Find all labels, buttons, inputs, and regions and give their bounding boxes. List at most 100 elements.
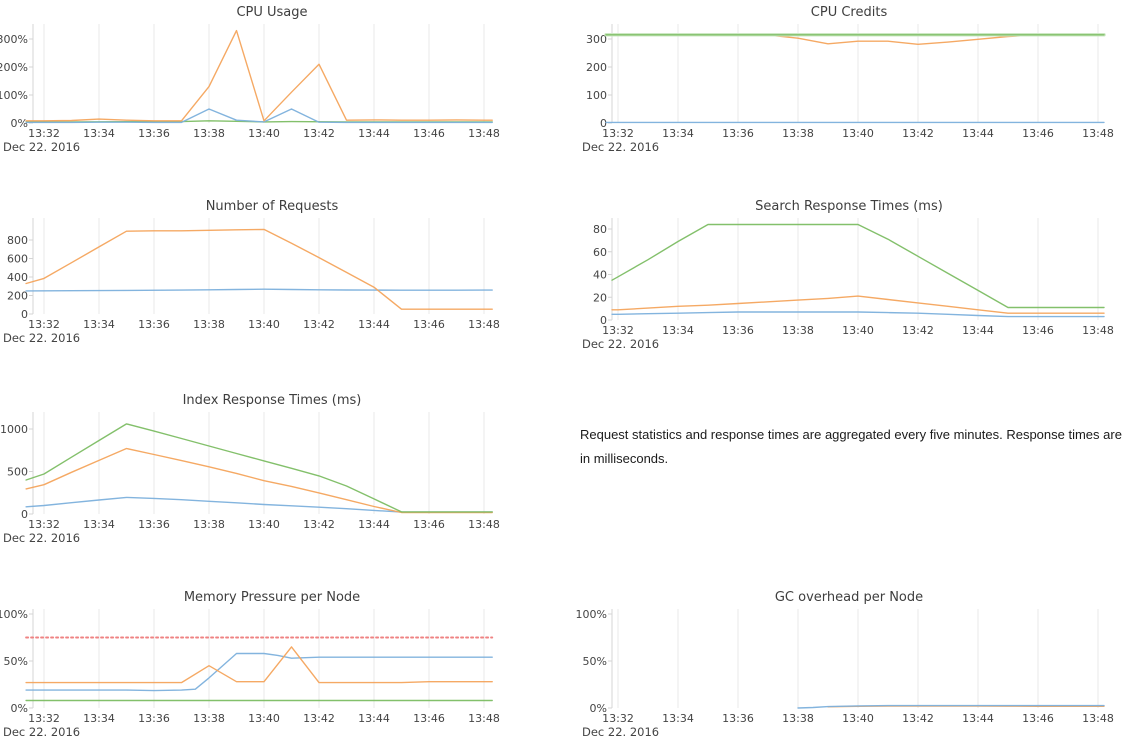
series-orange <box>25 228 493 310</box>
x-tick-label: 13:32 <box>602 712 634 725</box>
y-tick-label: 100 <box>586 89 607 102</box>
y-tick-label: 0 <box>21 508 28 521</box>
x-tick-label: 13:38 <box>193 318 225 331</box>
plot-area-search-response-times[interactable]: Search Response Times (ms) 0 20 40 60 80 13:32… <box>565 194 1131 360</box>
x-tick-label: 13:44 <box>358 318 390 331</box>
x-tick-label: 13:44 <box>358 712 390 725</box>
series-green <box>611 223 1105 309</box>
x-tick-label: 13:40 <box>842 712 874 725</box>
x-tick-label: 13:48 <box>1082 127 1114 140</box>
x-tick-label: 13:40 <box>248 318 280 331</box>
y-tick-label: 300% <box>0 33 28 46</box>
x-tick-label: 13:48 <box>1082 712 1114 725</box>
x-tick-label: 13:42 <box>303 712 335 725</box>
series-orange <box>25 29 493 122</box>
x-tick-label: 13:34 <box>83 518 115 531</box>
plot-area-gc-overhead[interactable]: GC overhead per Node 0% 50% 100% 13:32 13:34 1… <box>565 585 1131 751</box>
x-tick-label: 13:34 <box>662 324 694 337</box>
y-tick-label: 100% <box>0 89 28 102</box>
y-tick-label: 20 <box>593 291 607 304</box>
chart-search-response-times[interactable]: Search Response Times (ms) 0 20 40 60 80 13:32… <box>565 194 1131 360</box>
x-axis-date-label: Dec 22. 2016 <box>3 725 80 739</box>
x-tick-label: 13:48 <box>468 318 500 331</box>
chart-index-response-times[interactable]: Index Response Times (ms) 0 500 1000 13:32 13… <box>0 388 565 554</box>
x-tick-label: 13:48 <box>468 127 500 140</box>
series-blue <box>25 496 493 513</box>
chart-gc-overhead[interactable]: GC overhead per Node 0% 50% 100% 13:32 13:34 1… <box>565 585 1131 751</box>
x-tick-label: 13:38 <box>193 712 225 725</box>
x-tick-label: 13:44 <box>962 712 994 725</box>
x-tick-label: 13:46 <box>413 518 445 531</box>
x-tick-label: 13:44 <box>358 127 390 140</box>
x-tick-label: 13:44 <box>358 518 390 531</box>
x-tick-label: 13:36 <box>138 712 170 725</box>
x-axis-date-label: Dec 22. 2016 <box>582 140 659 154</box>
series-orange <box>25 447 493 514</box>
y-tick-label: 0% <box>590 702 607 715</box>
x-tick-label: 13:44 <box>962 324 994 337</box>
series-blue <box>797 704 1105 709</box>
chart-cpu-usage[interactable]: CPU Usage 0% 100% 200% 300% 13:32 13:34 13:36 13… <box>0 0 565 166</box>
plot-area-cpu-usage[interactable]: CPU Usage 0% 100% 200% 300% 13:32 13:34 13:36 13… <box>0 0 565 166</box>
x-tick-label: 13:42 <box>902 127 934 140</box>
y-tick-label: 50% <box>4 655 28 668</box>
y-tick-label: 300 <box>586 33 607 46</box>
x-tick-label: 13:48 <box>468 712 500 725</box>
y-tick-label: 0 <box>21 308 28 321</box>
chart-title: GC overhead per Node <box>775 590 923 605</box>
x-tick-label: 13:32 <box>28 318 60 331</box>
y-tick-label: 100% <box>0 608 28 621</box>
x-tick-label: 13:46 <box>413 127 445 140</box>
plot-area-cpu-credits[interactable]: CPU Credits 0 100 200 300 13:32 13:34 13:36 13:3… <box>565 0 1131 166</box>
x-axis-date-label: Dec 22. 2016 <box>582 337 659 351</box>
chart-memory-pressure[interactable]: Memory Pressure per Node 0% 50% 100% 13:32 13… <box>0 585 565 751</box>
y-tick-label: 0 <box>600 314 607 327</box>
x-tick-label: 13:34 <box>83 127 115 140</box>
x-tick-label: 13:40 <box>842 127 874 140</box>
y-tick-label: 80 <box>593 223 607 236</box>
y-tick-label: 0% <box>11 117 28 130</box>
y-tick-label: 50% <box>583 655 607 668</box>
y-tick-label: 0 <box>600 117 607 130</box>
x-tick-label: 13:46 <box>1022 324 1054 337</box>
chart-title: CPU Usage <box>236 5 307 20</box>
series-blue <box>25 652 493 692</box>
x-tick-label: 13:38 <box>193 127 225 140</box>
x-tick-label: 13:36 <box>138 127 170 140</box>
y-tick-label: 200 <box>586 61 607 74</box>
x-tick-label: 13:36 <box>722 712 754 725</box>
x-tick-label: 13:42 <box>303 318 335 331</box>
series-blue <box>25 288 493 292</box>
x-tick-label: 13:48 <box>1082 324 1114 337</box>
plot-area-memory-pressure[interactable]: Memory Pressure per Node 0% 50% 100% 13:32 13… <box>0 585 565 751</box>
x-tick-label: 13:32 <box>28 518 60 531</box>
x-tick-label: 13:34 <box>83 318 115 331</box>
x-tick-label: 13:38 <box>782 712 814 725</box>
x-tick-label: 13:36 <box>138 318 170 331</box>
series-blue <box>25 108 493 124</box>
x-tick-label: 13:40 <box>842 324 874 337</box>
x-tick-label: 13:42 <box>303 518 335 531</box>
x-tick-label: 13:40 <box>248 712 280 725</box>
plot-area-index-response-times[interactable]: Index Response Times (ms) 0 500 1000 13:32 13… <box>0 388 565 554</box>
chart-title: Memory Pressure per Node <box>184 590 360 605</box>
chart-title: CPU Credits <box>811 5 888 20</box>
x-tick-label: 13:38 <box>782 324 814 337</box>
plot-area-number-of-requests[interactable]: Number of Requests 0 200 400 600 800 13:32 13:3… <box>0 194 565 360</box>
y-tick-label: 400 <box>7 271 28 284</box>
x-tick-label: 13:38 <box>782 127 814 140</box>
x-tick-label: 13:32 <box>602 127 634 140</box>
series-orange <box>25 646 493 684</box>
y-tick-label: 100% <box>576 608 607 621</box>
chart-cpu-credits[interactable]: CPU Credits 0 100 200 300 13:32 13:34 13:36 13:3… <box>565 0 1131 166</box>
chart-title: Search Response Times (ms) <box>755 199 943 214</box>
x-tick-label: 13:36 <box>722 324 754 337</box>
x-tick-label: 13:40 <box>248 518 280 531</box>
x-tick-label: 13:34 <box>662 127 694 140</box>
x-axis-date-label: Dec 22. 2016 <box>3 531 80 545</box>
x-tick-label: 13:42 <box>902 712 934 725</box>
x-tick-label: 13:46 <box>413 712 445 725</box>
chart-number-of-requests[interactable]: Number of Requests 0 200 400 600 800 13:32 13:3… <box>0 194 565 360</box>
y-tick-label: 200% <box>0 61 28 74</box>
